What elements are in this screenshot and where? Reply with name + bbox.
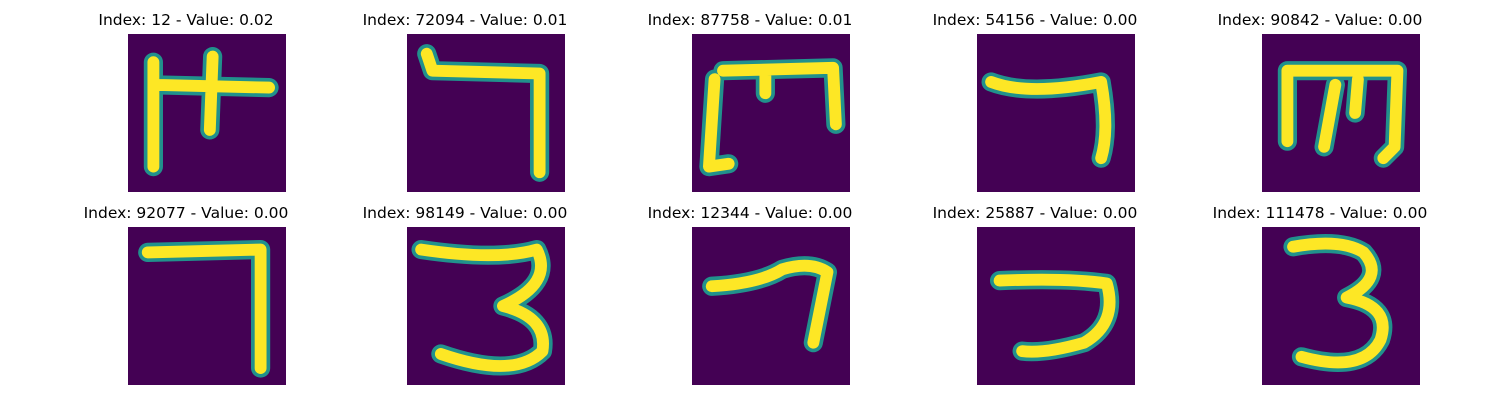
glyph-strokes	[143, 46, 279, 177]
panel-title: Index: 111478 - Value: 0.00	[1212, 204, 1428, 222]
digit-image	[128, 34, 286, 192]
digit-image	[977, 227, 1135, 385]
panel-7: Index: 98149 - Value: 0.00	[315, 193, 615, 386]
glyph-strokes	[981, 72, 1115, 168]
panel-10: Index: 111478 - Value: 0.00	[1170, 193, 1470, 386]
panel-1: Index: 12 - Value: 0.02	[36, 0, 336, 193]
panel-title: Index: 12 - Value: 0.02	[98, 11, 274, 29]
panel-title: Index: 25887 - Value: 0.00	[932, 204, 1138, 222]
panel-3: Index: 87758 - Value: 0.01	[600, 0, 900, 193]
panel-6: Index: 92077 - Value: 0.00	[36, 193, 336, 386]
panel-title: Index: 87758 - Value: 0.01	[647, 11, 853, 29]
glyph-strokes	[1277, 61, 1408, 168]
panel-title: Index: 12344 - Value: 0.00	[647, 204, 853, 222]
panel-title: Index: 92077 - Value: 0.00	[83, 204, 289, 222]
panel-title: Index: 72094 - Value: 0.01	[362, 11, 568, 29]
digit-image	[692, 34, 850, 192]
glyph-strokes	[417, 44, 550, 182]
panel-title: Index: 90842 - Value: 0.00	[1217, 11, 1423, 29]
panel-5: Index: 90842 - Value: 0.00	[1170, 0, 1470, 193]
panel-8: Index: 12344 - Value: 0.00	[600, 193, 900, 386]
panel-title: Index: 54156 - Value: 0.00	[932, 11, 1138, 29]
panel-2: Index: 72094 - Value: 0.01	[315, 0, 615, 193]
digit-image	[407, 227, 565, 385]
digit-image	[977, 34, 1135, 192]
glyph-strokes	[411, 239, 553, 376]
glyph-strokes	[702, 256, 838, 353]
glyph-strokes	[1283, 234, 1393, 372]
glyph-strokes	[699, 58, 846, 177]
panel-4: Index: 54156 - Value: 0.00	[885, 0, 1185, 193]
panel-title: Index: 98149 - Value: 0.00	[362, 204, 568, 222]
digit-image	[128, 227, 286, 385]
digit-image	[692, 227, 850, 385]
digit-image	[1262, 34, 1420, 192]
digit-image	[1262, 227, 1420, 385]
glyph-strokes	[138, 239, 271, 378]
panel-9: Index: 25887 - Value: 0.00	[885, 193, 1185, 386]
glyph-strokes	[989, 270, 1120, 362]
digit-image	[407, 34, 565, 192]
